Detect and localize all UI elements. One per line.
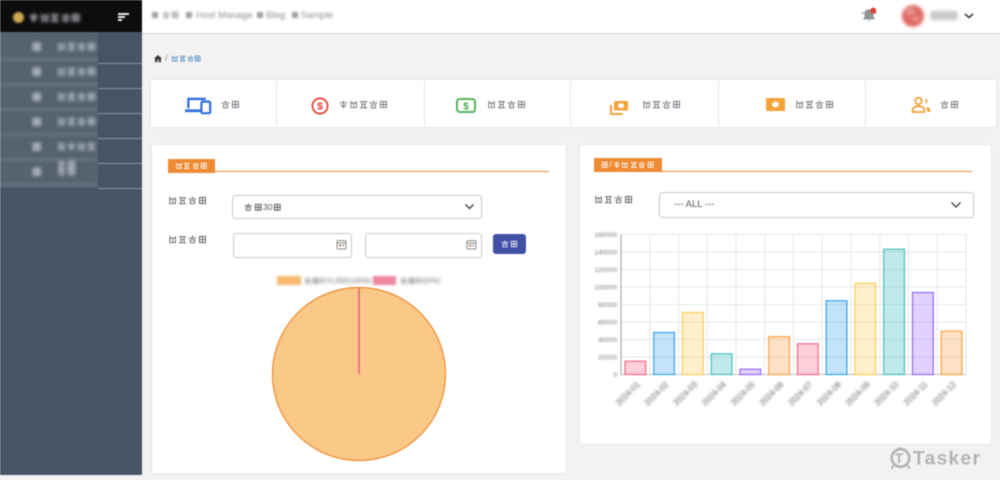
svg-text:100000: 100000 xyxy=(594,284,617,291)
svg-text:$: $ xyxy=(463,101,469,112)
svg-text:2024-02: 2024-02 xyxy=(643,380,671,408)
svg-text:T: T xyxy=(895,451,904,466)
svg-text:2024-10: 2024-10 xyxy=(873,380,901,408)
svg-text:2024-12: 2024-12 xyxy=(930,380,958,408)
svg-text:0: 0 xyxy=(613,372,617,379)
svg-text:2024-08: 2024-08 xyxy=(815,380,843,408)
svg-text:2024-09: 2024-09 xyxy=(844,380,872,408)
svg-text:40000: 40000 xyxy=(598,337,617,344)
svg-text:20000: 20000 xyxy=(598,354,617,361)
svg-text:120000: 120000 xyxy=(594,267,617,274)
svg-text:$: $ xyxy=(317,101,323,113)
svg-text:2024-05: 2024-05 xyxy=(729,380,757,408)
svg-text:2024-03: 2024-03 xyxy=(672,380,700,408)
svg-text:60000: 60000 xyxy=(598,319,617,326)
svg-text:2024-11: 2024-11 xyxy=(902,380,929,407)
svg-text:2024-06: 2024-06 xyxy=(758,380,786,408)
svg-text:80000: 80000 xyxy=(598,302,617,309)
svg-text:140000: 140000 xyxy=(594,249,617,256)
svg-text:2024-01: 2024-01 xyxy=(614,380,642,408)
svg-text:2024-07: 2024-07 xyxy=(787,380,815,408)
svg-text:2024-04: 2024-04 xyxy=(700,380,728,408)
svg-text:160000: 160000 xyxy=(594,232,617,239)
svg-text:Tasker: Tasker xyxy=(913,449,981,470)
